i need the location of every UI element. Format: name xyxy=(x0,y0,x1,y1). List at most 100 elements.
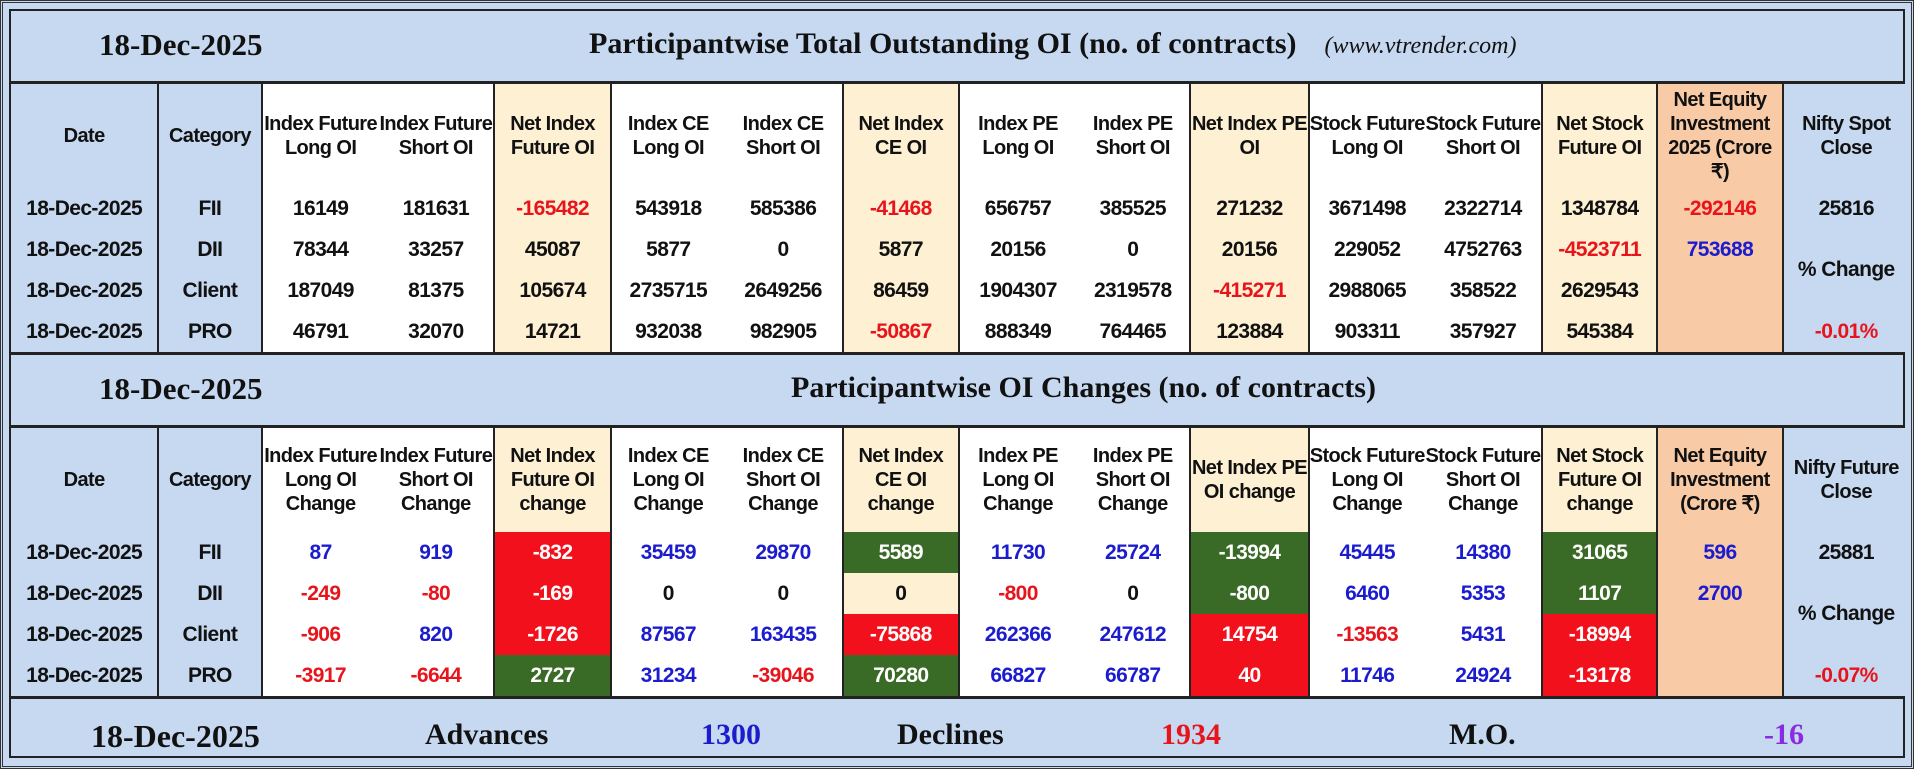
header-row: Date Category Index Future Long OI Index Fu… xyxy=(11,84,1909,188)
value-cell: -50867 xyxy=(841,311,959,352)
value-cell: 14754 xyxy=(1189,614,1309,655)
value-cell: 0 xyxy=(1076,573,1191,614)
value-cell: -4523711 xyxy=(1541,229,1658,270)
table-row: 18-Dec-2025 PRO 46791 32070 14721 932038 98290… xyxy=(11,311,1909,352)
value-cell: 187049 xyxy=(260,270,379,311)
table-row: 18-Dec-2025 FII 87 919 -832 35459 29870 5589 117… xyxy=(11,532,1909,573)
column-header: Net Index PE OI xyxy=(1189,84,1309,188)
column-header: Net Stock Future OI change xyxy=(1541,428,1658,532)
value-cell: 45445 xyxy=(1307,532,1425,573)
nifty-close-value: 25881 xyxy=(1781,532,1909,573)
value-cell: -13178 xyxy=(1541,655,1658,696)
net-equity-cell: 753688 xyxy=(1656,229,1783,270)
value-cell: 585386 xyxy=(724,188,843,229)
value-cell: -906 xyxy=(260,614,379,655)
column-header: Nifty Spot Close xyxy=(1781,84,1909,188)
value-cell: 70280 xyxy=(841,655,959,696)
report: 18-Dec-2025 Participantwise Total Outsta… xyxy=(9,9,1909,758)
column-header: Index PE Long OI Change xyxy=(957,428,1077,532)
header-row: Date Category Index Future Long OI Change I… xyxy=(11,428,1909,532)
section1-table-wrap: Date Category Index Future Long OI Index Fu… xyxy=(11,84,1909,355)
value-cell: 982905 xyxy=(724,311,843,352)
date-cell: 18-Dec-2025 xyxy=(11,270,159,311)
value-cell: 66787 xyxy=(1076,655,1191,696)
value-cell: 14380 xyxy=(1424,532,1543,573)
table-row: 18-Dec-2025 DII -249 -80 -169 0 0 0 -800 0 -800 646… xyxy=(11,573,1909,655)
value-cell: 3671498 xyxy=(1307,188,1425,229)
category-cell: DII xyxy=(157,229,262,270)
value-cell: 66827 xyxy=(957,655,1077,696)
value-cell: 0 xyxy=(610,573,725,614)
section2-date: 18-Dec-2025 xyxy=(99,371,263,406)
column-header: Index Future Short OI Change xyxy=(378,428,494,532)
value-cell: 11730 xyxy=(957,532,1077,573)
column-header: Category xyxy=(157,84,262,188)
value-cell: 35459 xyxy=(610,532,725,573)
column-header: Stock Future Long OI xyxy=(1307,84,1425,188)
value-cell: 181631 xyxy=(378,188,494,229)
value-cell: 2735715 xyxy=(610,270,725,311)
value-cell: 1904307 xyxy=(957,270,1077,311)
value-cell: 32070 xyxy=(378,311,494,352)
column-header: Date xyxy=(11,428,159,532)
net-equity-cell xyxy=(1656,270,1783,311)
value-cell: -13994 xyxy=(1189,532,1309,573)
advances-value: 1300 xyxy=(701,718,761,751)
value-cell: 105674 xyxy=(492,270,612,311)
value-cell: 163435 xyxy=(724,614,843,655)
column-header: Index CE Short OI xyxy=(724,84,843,188)
value-cell: 25724 xyxy=(1076,532,1191,573)
table-row: 18-Dec-2025 Client 187049 81375 105674 273571… xyxy=(11,270,1909,311)
value-cell: -39046 xyxy=(724,655,843,696)
category-cell: Client xyxy=(157,270,262,311)
value-cell: -832 xyxy=(492,532,612,573)
category-cell: FII xyxy=(157,188,262,229)
column-header: Index PE Short OI Change xyxy=(1076,428,1191,532)
value-cell: -6644 xyxy=(378,655,494,696)
table-row: 18-Dec-2025 DII 78344 33257 45087 5877 0 5877 20… xyxy=(11,229,1909,311)
value-cell: 545384 xyxy=(1541,311,1658,352)
value-cell: -800 xyxy=(1189,573,1309,614)
value-cell: 0 xyxy=(841,573,959,614)
value-cell: 0 xyxy=(724,573,843,614)
column-header: Nifty Future Close xyxy=(1781,428,1909,532)
value-cell: -800 xyxy=(957,573,1077,614)
value-cell: 2988065 xyxy=(1307,270,1425,311)
value-cell: 2649256 xyxy=(724,270,843,311)
value-cell: 358522 xyxy=(1424,270,1543,311)
category-cell: PRO xyxy=(157,311,262,352)
value-cell: 903311 xyxy=(1307,311,1425,352)
table-row: 18-Dec-2025 PRO -3917 -6644 2727 31234 -39046 7… xyxy=(11,655,1909,696)
pct-change-value: -0.01% xyxy=(1781,311,1909,352)
market-breadth-bar: 18-Dec-2025 Advances 1300 Declines 1934 … xyxy=(11,699,1903,771)
value-cell: -18994 xyxy=(1541,614,1658,655)
value-cell: 656757 xyxy=(957,188,1077,229)
column-header: Index CE Long OI xyxy=(610,84,725,188)
pct-change-label: % Change xyxy=(1781,229,1909,311)
value-cell: 86459 xyxy=(841,270,959,311)
value-cell: 271232 xyxy=(1189,188,1309,229)
net-equity-cell xyxy=(1656,614,1783,655)
mo-label: M.O. xyxy=(1449,718,1516,751)
outstanding-oi-table: Date Category Index Future Long OI Index Fu… xyxy=(11,84,1909,352)
category-cell: PRO xyxy=(157,655,262,696)
net-equity-cell xyxy=(1656,655,1783,696)
value-cell: 543918 xyxy=(610,188,725,229)
section2-table-wrap: Date Category Index Future Long OI Change I… xyxy=(11,428,1909,699)
value-cell: 16149 xyxy=(260,188,379,229)
column-header: Net Index PE OI change xyxy=(1189,428,1309,532)
date-cell: 18-Dec-2025 xyxy=(11,311,159,352)
value-cell: -169 xyxy=(492,573,612,614)
value-cell: 31234 xyxy=(610,655,725,696)
category-cell: DII xyxy=(157,573,262,614)
section2-title: Participantwise OI Changes (no. of contr… xyxy=(791,371,1376,404)
date-cell: 18-Dec-2025 xyxy=(11,573,159,614)
column-header: Net Stock Future OI xyxy=(1541,84,1658,188)
value-cell: 46791 xyxy=(260,311,379,352)
column-header: Stock Future Short OI Change xyxy=(1424,428,1543,532)
value-cell: -13563 xyxy=(1307,614,1425,655)
declines-value: 1934 xyxy=(1161,718,1221,751)
table-row: 18-Dec-2025 FII 16149 181631 -165482 543918 58… xyxy=(11,188,1909,229)
date-cell: 18-Dec-2025 xyxy=(11,532,159,573)
column-header: Net Index CE OI xyxy=(841,84,959,188)
